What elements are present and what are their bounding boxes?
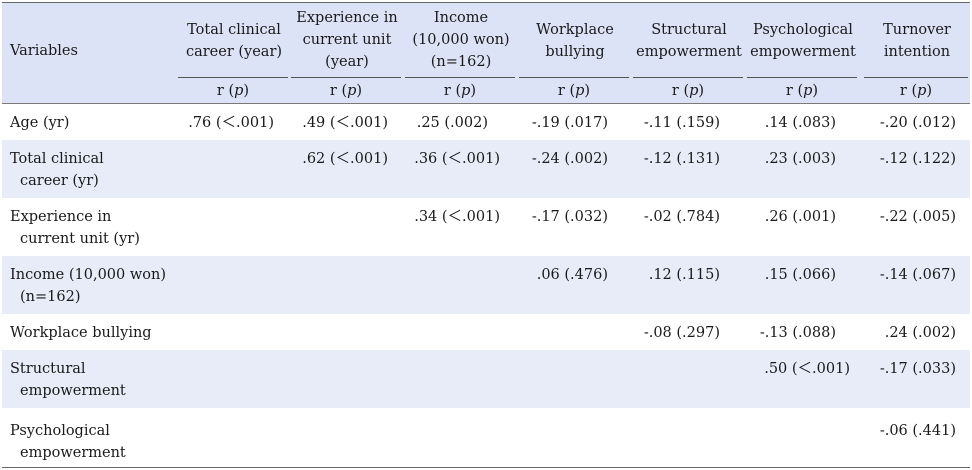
subheader-r-p: r (p) — [405, 77, 515, 104]
cell-value: .06 (.476) — [536, 267, 608, 283]
subheader-r-p: r (p) — [864, 77, 968, 104]
cell-value: .49 (＜.001) — [302, 115, 388, 131]
col-header-psychological-empowerment: Psychological empowerment — [750, 22, 856, 60]
col-header-experience-current-unit: Experience in current unit (year) — [296, 10, 398, 70]
cell-value: .14 (.083) — [764, 115, 836, 131]
cell-value: .25 (.002) — [416, 115, 488, 131]
col-header-income: Income (10,000 won) (n=162) — [412, 10, 510, 70]
col-header-turnover-intention: Turnover intention — [883, 22, 951, 60]
cell-value: -.19 (.017) — [531, 115, 608, 131]
top-rule — [2, 2, 970, 3]
cell-value: .15 (.066) — [764, 267, 836, 283]
table-row: Age (yr) .76 (＜.001) .49 (＜.001) .25 (.0… — [2, 104, 970, 140]
row-label: Age (yr) — [10, 115, 70, 131]
table-row: Experience in current unit (yr) .34 (＜.00… — [2, 198, 970, 256]
cell-value: -.17 (.032) — [531, 209, 608, 225]
table-row: Total clinical career (yr) .62 (＜.001) .3… — [2, 140, 970, 198]
cell-value: -.24 (.002) — [531, 151, 608, 167]
table-row: Psychological empowerment -.06 (.441) — [2, 408, 970, 466]
variables-header: Variables — [10, 43, 78, 59]
cell-value: -.11 (.159) — [643, 115, 720, 131]
cell-value: -.08 (.297) — [643, 325, 720, 341]
table-row: Workplace bullying -.08 (.297) -.13 (.08… — [2, 314, 970, 350]
table-row: Income (10,000 won) (n=162) .06 (.476) .1… — [2, 256, 970, 314]
cell-value: -.20 (.012) — [879, 115, 956, 131]
row-label: Income (10,000 won) (n=162) — [10, 267, 166, 305]
cell-value: .34 (＜.001) — [414, 209, 500, 225]
row-label: Structural empowerment — [10, 361, 126, 399]
subheader-r-p: r (p) — [291, 77, 401, 104]
cell-value: -.13 (.088) — [759, 325, 836, 341]
cell-value: -.14 (.067) — [879, 267, 956, 283]
row-label: Experience in current unit (yr) — [10, 209, 140, 247]
cell-value: .26 (.001) — [764, 209, 836, 225]
cell-value: .36 (＜.001) — [414, 151, 500, 167]
col-header-total-clinical-career: Total clinical career (year) — [185, 22, 283, 60]
col-header-workplace-bullying: Workplace bullying — [536, 22, 614, 60]
cell-value: .62 (＜.001) — [302, 151, 388, 167]
cell-value: -.06 (.441) — [879, 423, 956, 439]
bottom-rule — [2, 467, 970, 468]
cell-value: -.22 (.005) — [879, 209, 956, 225]
cell-value: -.17 (.033) — [879, 361, 956, 377]
table-header: Variables Total clinical career (year) E… — [2, 3, 970, 104]
cell-value: .23 (.003) — [764, 151, 836, 167]
subheader-r-p: r (p) — [747, 77, 857, 104]
subheader-r-p: r (p) — [178, 77, 288, 104]
cell-value: .24 (.002) — [884, 325, 956, 341]
cell-value: -.12 (.131) — [643, 151, 720, 167]
subheader-r-p: r (p) — [633, 77, 743, 104]
table-row: Structural empowerment .50 (＜.001) -.17 (… — [2, 350, 970, 408]
col-header-structural-empowerment: Structural empowerment — [636, 22, 742, 60]
row-label: Psychological empowerment — [10, 423, 126, 461]
cell-value: .50 (＜.001) — [764, 361, 850, 377]
row-label: Workplace bullying — [10, 325, 152, 341]
cell-value: .12 (.115) — [648, 267, 720, 283]
subheader-r-p: r (p) — [519, 77, 629, 104]
cell-value: -.02 (.784) — [643, 209, 720, 225]
cell-value: -.12 (.122) — [879, 151, 956, 167]
row-label: Total clinical career (yr) — [10, 151, 104, 189]
cell-value: .76 (＜.001) — [188, 115, 274, 131]
